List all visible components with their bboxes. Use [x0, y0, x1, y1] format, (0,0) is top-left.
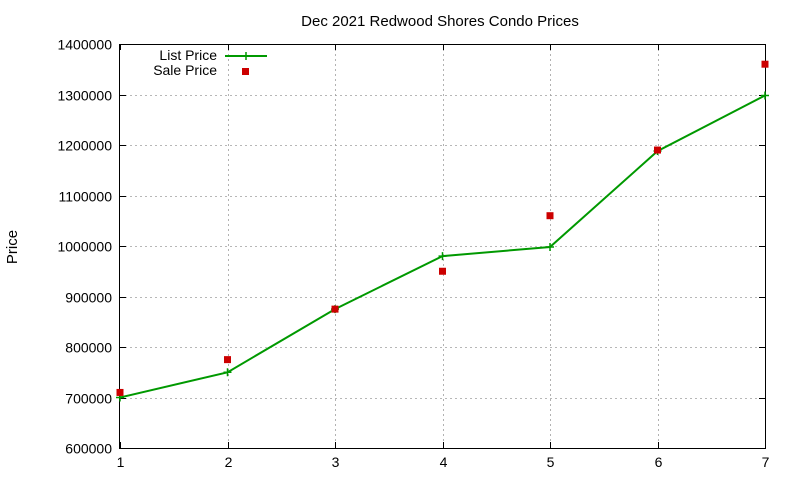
- grid: [120, 44, 765, 448]
- axis-ticks: 6000007000008000009000001000000110000012…: [57, 37, 769, 471]
- y-tick-label: 1000000: [57, 239, 112, 255]
- legend: List Price Sale Price: [153, 47, 267, 78]
- x-tick-label: 3: [332, 454, 340, 470]
- chart-title: Dec 2021 Redwood Shores Condo Prices: [301, 13, 579, 30]
- y-axis-title: Price: [4, 230, 21, 264]
- x-tick-label: 1: [117, 454, 125, 470]
- legend-label-sale-price: Sale Price: [153, 62, 217, 78]
- y-tick-label: 900000: [65, 290, 112, 306]
- list-price-point: [223, 368, 232, 377]
- series: [116, 60, 769, 402]
- y-tick-label: 1100000: [59, 189, 113, 205]
- list-price-point: [546, 243, 554, 252]
- y-tick-label: 1400000: [57, 37, 112, 53]
- list-price-point: [761, 91, 769, 100]
- x-tick-label: 6: [655, 454, 663, 470]
- sale-price-point: [224, 356, 231, 364]
- x-tick-label: 4: [440, 454, 448, 470]
- y-tick-label: 600000: [65, 441, 112, 457]
- sale-price-point: [116, 388, 124, 396]
- sale-price-point: [654, 146, 661, 154]
- sale-price-point: [761, 60, 769, 68]
- sale-price-point: [439, 267, 446, 275]
- legend-label-list-price: List Price: [159, 47, 217, 63]
- x-tick-label: 5: [547, 454, 555, 470]
- y-tick-label: 1200000: [57, 138, 112, 154]
- y-tick-label: 1300000: [57, 88, 112, 104]
- plot-frame: [119, 44, 766, 449]
- y-tick-label: 800000: [65, 340, 112, 356]
- x-tick-label: 7: [762, 454, 770, 470]
- legend-marker-sale-price: [242, 68, 249, 75]
- y-tick-label: 700000: [65, 391, 112, 407]
- sale-price-point: [546, 212, 554, 220]
- legend-marker-list-price: [242, 52, 250, 60]
- sale-price-point: [331, 305, 339, 313]
- x-tick-label: 2: [225, 454, 233, 470]
- list-price-point: [438, 252, 447, 261]
